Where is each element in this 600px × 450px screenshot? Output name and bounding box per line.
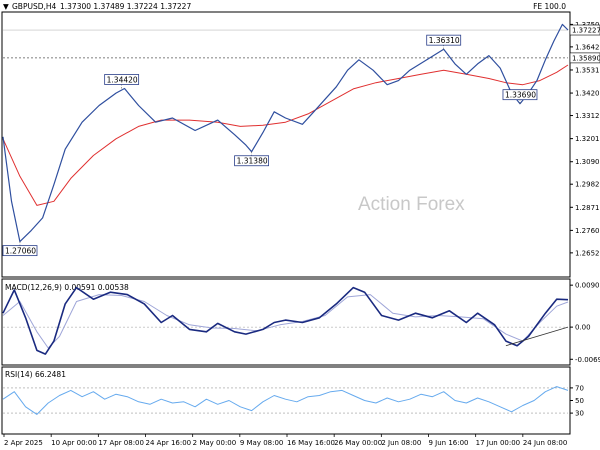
- chart-ohlc: 1.37300 1.37489 1.37224 1.37227: [60, 2, 191, 11]
- y-tick-label: 1.34200: [575, 90, 600, 98]
- y-tick-label: 0.00: [575, 324, 591, 332]
- header-arrow-icon[interactable]: ▼: [3, 2, 9, 11]
- watermark: Action Forex: [358, 194, 465, 215]
- macd-title: MACD(12,26,9) 0.00591 0.00538: [5, 283, 129, 292]
- ma-line: [2, 64, 569, 206]
- hline-price-label: 1.35890: [572, 54, 600, 62]
- y-tick-label: 1.33120: [575, 112, 600, 120]
- y-tick-label: 30: [575, 410, 584, 418]
- callout-box: [234, 155, 270, 167]
- y-tick-label: 1.28710: [575, 204, 600, 212]
- callout-label: 1.31380: [237, 157, 268, 166]
- x-tick-label: 9 May 08:00: [240, 439, 284, 447]
- x-tick-label: 24 Jun 08:00: [523, 439, 567, 447]
- y-tick-label: 1.27600: [575, 227, 600, 235]
- y-tick-label: 50: [575, 397, 584, 405]
- callout-box: [502, 89, 538, 101]
- time-axis: 2 Apr 2025 10 Apr 00:00 17 Apr 08:00 24 Apr…: [3, 434, 567, 447]
- rsi-panel: [1, 366, 571, 435]
- callout-box: [104, 74, 140, 85]
- rsi-title: RSI(14) 66.2481: [5, 370, 66, 379]
- x-tick-label: 17 Apr 08:00: [98, 439, 144, 447]
- x-tick-label: 2 Jun 08:00: [381, 439, 421, 447]
- callout-label: 1.33690: [505, 90, 536, 99]
- callout-label: 1.34420: [107, 75, 138, 84]
- hline-price-box: [569, 52, 600, 64]
- signal-line: [2, 294, 569, 349]
- callout-label: 1.27060: [5, 246, 36, 255]
- trendline-line: [505, 326, 569, 347]
- callout-label: 1.36310: [429, 36, 460, 45]
- chart-symbol: GBPUSD,H4: [12, 2, 57, 11]
- price-series: 1.35890 1.37227: [2, 23, 600, 243]
- y-tick-label: 1.36420: [575, 43, 600, 51]
- x-tick-label: 2 May 00:00: [193, 439, 237, 447]
- fe-label: FE 100.0: [533, 2, 566, 11]
- macd-line: [2, 286, 569, 355]
- x-tick-label: 9 Jun 16:00: [429, 439, 469, 447]
- last-price-box: [569, 24, 600, 36]
- x-tick-label: 17 Jun 00:00: [476, 439, 520, 447]
- callout-box: [2, 245, 38, 257]
- y-tick-label: 1.29820: [575, 181, 600, 189]
- x-tick-label: 16 May 16:00: [287, 439, 335, 447]
- y-tick-label: -0.006915: [575, 356, 600, 364]
- price-panel: [1, 11, 571, 278]
- macd-panel: [1, 278, 571, 366]
- y-tick-label: 1.32010: [575, 135, 600, 143]
- callout-box: [426, 34, 462, 46]
- macd-series: [2, 286, 569, 355]
- price-callouts: 1.27060 1.34420 1.31380 1.36310 1.33690: [2, 34, 538, 257]
- rsi-line: [2, 386, 569, 415]
- macd-axis: 0.00902 0.00 -0.006915: [570, 282, 600, 364]
- y-tick-label: 0.00902: [575, 282, 600, 290]
- y-tick-label: 1.35310: [575, 66, 600, 74]
- x-tick-label: 26 May 00:00: [334, 439, 382, 447]
- y-tick-label: 70: [575, 384, 584, 392]
- y-tick-label: 1.30900: [575, 158, 600, 166]
- x-tick-label: 10 Apr 00:00: [51, 439, 97, 447]
- rsi-series: [2, 386, 569, 415]
- price-line: [2, 23, 569, 243]
- rsi-axis: 70 50 30: [570, 384, 584, 418]
- x-tick-label: 2 Apr 2025: [4, 439, 43, 447]
- last-price-label: 1.37227: [572, 27, 600, 35]
- x-tick-label: 24 Apr 16:00: [146, 439, 192, 447]
